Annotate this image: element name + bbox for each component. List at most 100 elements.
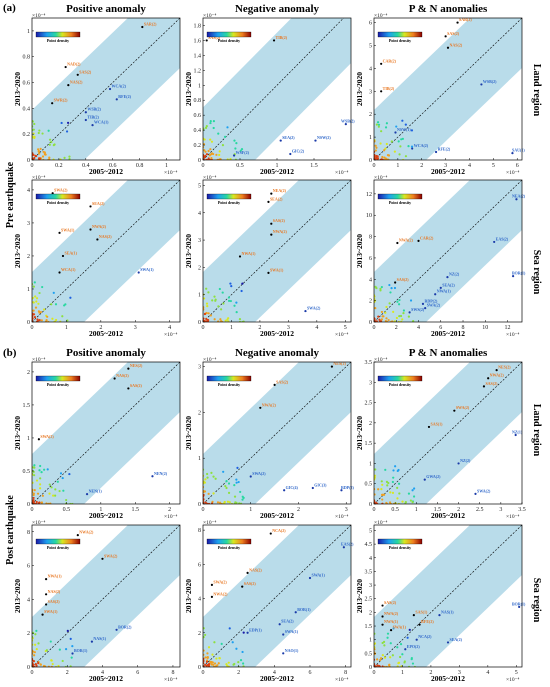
labeled-point [101, 557, 104, 560]
density-point [34, 663, 38, 666]
y-tick-label: 3 [27, 221, 30, 227]
point-label: SAS(2) [397, 277, 410, 282]
density-point [381, 654, 384, 657]
x-exponent: ×10⁻⁴ [335, 170, 349, 176]
y-tick-label: 2 [27, 254, 30, 260]
labeled-point [71, 652, 74, 655]
y-tick-label: 1.6 [194, 38, 202, 44]
density-point [32, 296, 34, 300]
density-point [399, 145, 402, 148]
labeled-point [421, 302, 425, 305]
x-tick-label: 6 [516, 163, 519, 169]
x-tick-label: 1 [249, 507, 252, 513]
density-point [395, 316, 398, 320]
point-label: SWA(1) [61, 227, 75, 232]
scatter-panel: P & N anomalies SAR(2) SAS(2) NAS(2) CAR(2) T… [355, 3, 525, 176]
density-point [380, 130, 383, 133]
density-point [207, 291, 210, 294]
x-axis-label: 2005~2012 [431, 329, 465, 338]
labeled-point [273, 383, 276, 387]
density-point [217, 132, 220, 135]
density-point [33, 315, 37, 319]
y-exponent: ×10⁻⁴ [203, 13, 217, 19]
density-point [48, 483, 51, 486]
density-point [68, 472, 71, 476]
density-point [374, 642, 377, 645]
y-tick-label: 2 [27, 631, 30, 637]
density-point [38, 483, 42, 486]
y-tick-label: 1.5 [365, 624, 373, 630]
colorbar-label: Point density [389, 382, 411, 387]
density-point [402, 309, 406, 312]
density-point [235, 481, 238, 484]
density-point [409, 299, 413, 302]
density-point [35, 500, 38, 504]
point-label: NAS(2) [249, 567, 262, 572]
density-point [377, 123, 381, 126]
labeled-point [340, 489, 343, 492]
labeled-point [141, 25, 144, 29]
y-tick-label: 3 [198, 365, 201, 371]
density-point [66, 629, 69, 632]
density-point [240, 289, 243, 293]
y-tick-label: 0 [27, 320, 30, 326]
density-point [213, 662, 217, 665]
colorbar-label: Point density [47, 200, 69, 205]
density-point [34, 295, 37, 298]
density-point [242, 631, 245, 634]
point-label: SAR(2) [459, 17, 472, 22]
density-point [203, 501, 205, 504]
point-label: RFE(2) [438, 146, 451, 151]
density-point [220, 320, 223, 322]
labeled-point [51, 192, 54, 195]
density-point [399, 643, 403, 646]
density-point [398, 492, 401, 495]
y-tick-label: 2 [369, 299, 372, 305]
y-tick-label: 5 [369, 43, 372, 49]
density-point [203, 149, 206, 152]
density-point [390, 287, 393, 290]
point-label: SWS(2) [411, 307, 425, 312]
side-label-land-a: Land region [531, 64, 542, 117]
colorbar [377, 375, 423, 382]
y-exponent: ×10⁻⁴ [203, 175, 217, 181]
y-axis-label: 2013~2020 [13, 72, 22, 106]
point-label: NSW(2) [317, 135, 331, 140]
y-axis-label: 2013~2020 [355, 72, 364, 106]
density-point [233, 304, 236, 307]
density-point [38, 129, 41, 132]
density-point [218, 501, 222, 504]
y-axis-label: 2013~2020 [355, 416, 364, 450]
density-point [203, 480, 205, 483]
density-point [234, 147, 237, 150]
scatter-panel: SWA(2) SEA(2) NWA(2) SWA(1) NAS(2) SEA(1) WCA(… [13, 175, 181, 338]
density-point [37, 302, 40, 305]
scatter-panel: NWA(2) SWA(2) NWA(1) NAS(2) SAS(2) SWA(1) BOR(… [13, 520, 181, 683]
scatter-panel: P & N anomalies NES(2) NWA(2) SAS(2) SWA(2) S… [355, 347, 526, 520]
density-point [374, 493, 376, 496]
density-point [207, 149, 210, 153]
y-tick-label: 5 [198, 183, 201, 189]
density-point [33, 281, 36, 284]
density-point [238, 502, 241, 504]
density-point [204, 150, 207, 153]
y-tick-label: 8 [198, 528, 201, 534]
density-point [65, 498, 68, 502]
density-point [203, 317, 205, 320]
density-point [379, 658, 382, 662]
density-point [410, 129, 414, 132]
y-tick-label: 2 [198, 410, 201, 416]
x-tick-label: 0 [373, 163, 376, 169]
density-point [239, 490, 242, 494]
point-label: SWR(2) [54, 98, 68, 103]
labeled-point [282, 652, 285, 655]
colorbar [377, 538, 423, 545]
labeled-point [259, 406, 262, 409]
density-point [374, 155, 376, 158]
density-point [226, 500, 230, 503]
point-label: BOR(1) [512, 271, 526, 276]
labeled-point [210, 583, 214, 586]
density-point [396, 469, 399, 473]
density-point [37, 642, 40, 645]
density-point [379, 287, 382, 290]
